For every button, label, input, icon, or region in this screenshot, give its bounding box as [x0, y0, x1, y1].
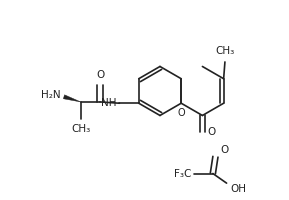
Text: OH: OH — [230, 184, 246, 194]
Text: O: O — [207, 127, 215, 137]
Text: NH: NH — [101, 98, 116, 108]
Text: CH₃: CH₃ — [215, 46, 235, 56]
Polygon shape — [63, 95, 81, 102]
Text: CH₃: CH₃ — [71, 124, 90, 134]
Text: O: O — [96, 70, 104, 80]
Text: F₃C: F₃C — [174, 169, 191, 179]
Text: O: O — [220, 145, 228, 155]
Text: H₂N: H₂N — [41, 90, 61, 100]
Text: O: O — [177, 108, 185, 118]
